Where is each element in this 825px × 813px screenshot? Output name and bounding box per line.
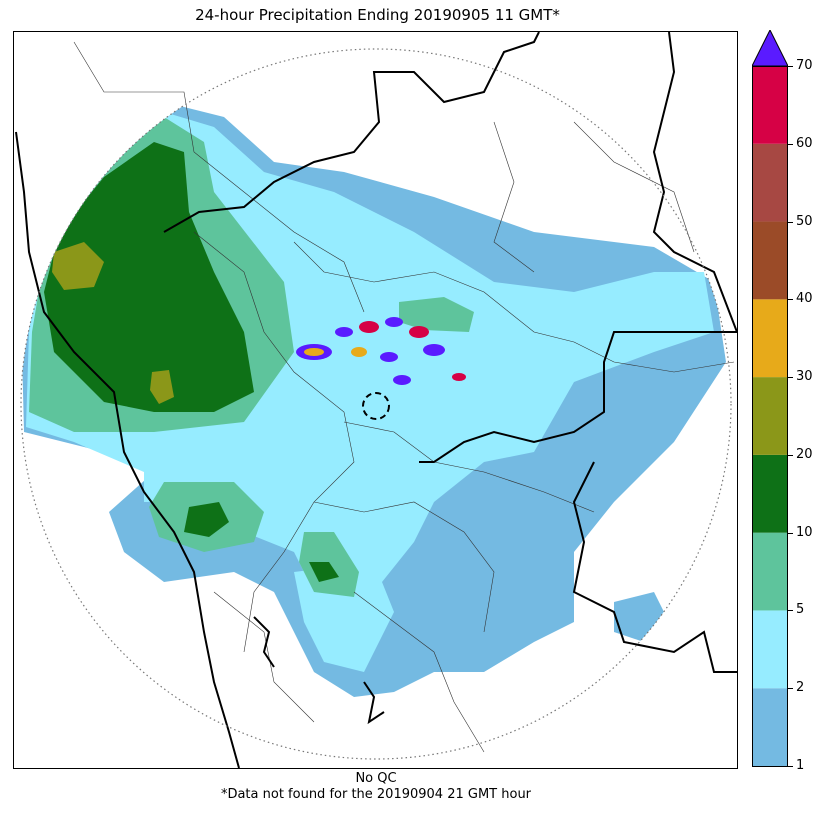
- colorbar-label-30: 30: [796, 369, 813, 385]
- colorbar-block-50: [752, 143, 788, 222]
- colorbar-label-60: 60: [796, 135, 813, 151]
- radar-map: [13, 31, 738, 769]
- precip-20mm-coast: [150, 370, 174, 404]
- colorbar-overflow-triangle: [752, 30, 788, 67]
- colorbar-tick: [788, 610, 793, 612]
- colorbar-block-10: [752, 454, 788, 533]
- colorbar-label-1: 1: [796, 758, 805, 773]
- colorbar-label-10: 10: [796, 524, 813, 540]
- colorbar-tick: [788, 454, 793, 456]
- colorbar-block-40: [752, 221, 788, 300]
- range-ring: [20, 48, 732, 760]
- precip-20mm-west: [52, 242, 104, 290]
- colorbar-block-2: [752, 610, 788, 689]
- precipitation-field: [22, 102, 726, 697]
- colorbar-block-1: [752, 688, 788, 766]
- colorbar-block-20: [752, 377, 788, 455]
- colorbar-block-60: [752, 66, 788, 144]
- footer-missing-data-note: *Data not found for the 20190904 21 GMT …: [220, 787, 532, 802]
- colorbar-block-5: [752, 532, 788, 611]
- radar-site-marker: [362, 392, 390, 420]
- colorbar-label-70: 70: [796, 58, 813, 73]
- precip-10mm-southwest: [184, 502, 229, 537]
- precip-5mm-north: [399, 297, 474, 332]
- colorbar-tick: [788, 766, 793, 767]
- colorbar-label-50: 50: [796, 213, 813, 229]
- colorbar-tick: [788, 143, 793, 145]
- colorbar-label-40: 40: [796, 291, 813, 307]
- chart-title: 24-hour Precipitation Ending 20190905 11…: [195, 6, 560, 24]
- colorbar-label-5: 5: [796, 602, 805, 618]
- colorbar-label-2: 2: [796, 680, 805, 696]
- colorbar-tick: [788, 377, 793, 379]
- precip-10mm-region: [44, 142, 254, 412]
- colorbar-tick: [788, 221, 793, 223]
- colorbar-tick: [788, 688, 793, 690]
- state-boundaries: [15, 32, 737, 768]
- footer-qc-note: No QC: [355, 771, 397, 786]
- colorbar-tick: [788, 299, 793, 301]
- colorbar-tick: [788, 532, 793, 534]
- district-boundaries: [73, 41, 735, 753]
- precip-10mm-south: [309, 562, 339, 582]
- convective-cells: [296, 317, 466, 385]
- colorbar-tick: [788, 66, 793, 67]
- colorbar-block-30: [752, 299, 788, 378]
- colorbar-frame: [752, 66, 788, 767]
- colorbar: [752, 30, 788, 767]
- colorbar-label-20: 20: [796, 446, 813, 462]
